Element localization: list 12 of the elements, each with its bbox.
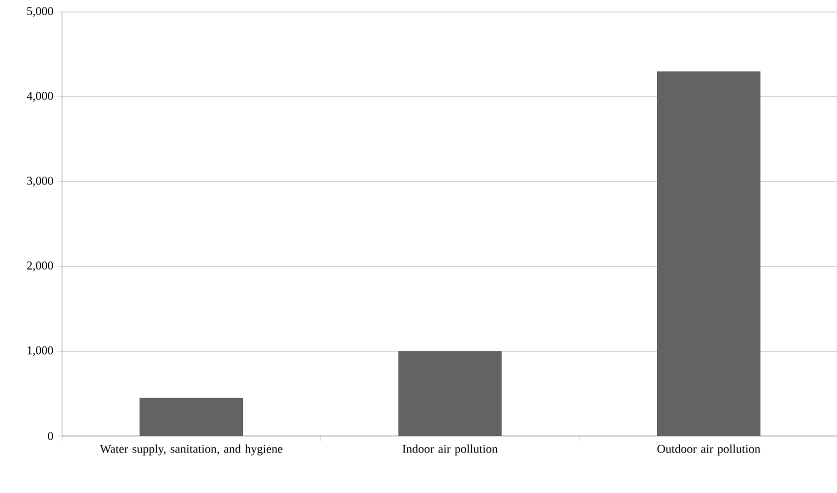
y-tick-label: 2,000 [27,261,54,272]
x-tick-label: Outdoor air pollution [657,444,760,456]
bar [656,71,760,436]
y-tick-label: 4,000 [26,92,54,102]
bar [140,398,244,436]
x-tick-label: Indoor air pollution [402,444,498,456]
y-tick-label: 3,000 [27,176,54,186]
bar [398,351,502,436]
y-tick-label: 5,000 [27,7,54,17]
y-tick-label: 0 [48,432,54,440]
y-tick-label: 1,000 [28,346,54,356]
x-tick-label: Water supply, sanitation, and hygiene [100,444,282,456]
